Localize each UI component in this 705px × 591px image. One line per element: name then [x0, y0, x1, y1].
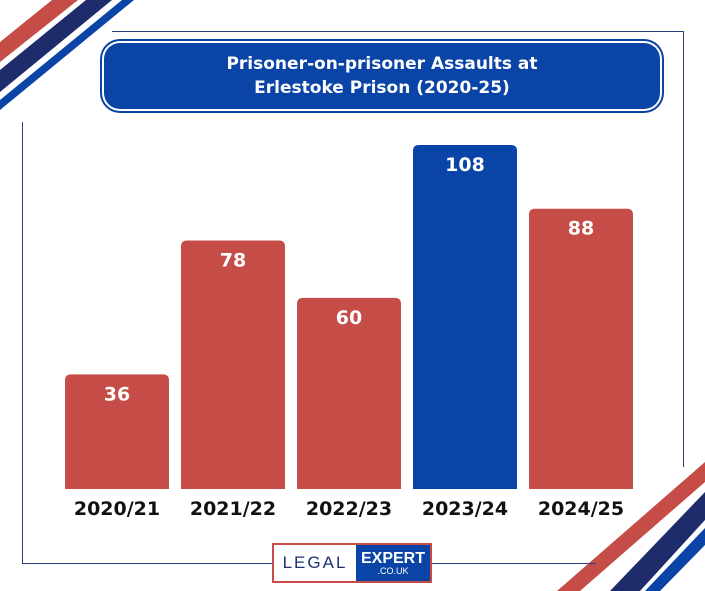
logo-expert-block: EXPERT .CO.UK: [356, 545, 430, 581]
x-tick-label: 2024/25: [538, 498, 624, 520]
x-tick-label: 2020/21: [74, 498, 160, 520]
data-label: 108: [445, 154, 485, 176]
chart-title-line-1: Prisoner-on-prisoner Assaults at: [226, 54, 538, 74]
chart-title-line-2: Erlestoke Prison (2020-25): [254, 78, 510, 98]
bar-2022-23: [297, 297, 401, 489]
legal-expert-logo: LEGAL EXPERT .CO.UK: [272, 543, 432, 583]
logo-word-expert: EXPERT: [360, 550, 425, 567]
frame-left-line: [22, 122, 23, 564]
data-label: 36: [104, 383, 130, 405]
bar-2021-22: [181, 240, 285, 489]
bar-2023-24: [413, 145, 517, 489]
logo-domain: .CO.UK: [377, 566, 409, 576]
frame-top-line: [112, 31, 684, 32]
x-tick-label: 2023/24: [422, 498, 508, 520]
x-tick-label: 2022/23: [306, 498, 392, 520]
bar-2020-21: [65, 374, 169, 489]
frame-right-line: [683, 31, 684, 467]
data-label: 78: [220, 250, 246, 272]
x-tick-label: 2021/22: [190, 498, 276, 520]
logo-word-legal: LEGAL: [282, 553, 348, 572]
data-label: 88: [568, 218, 594, 240]
data-label: 60: [336, 307, 362, 329]
chart-title: Prisoner-on-prisoner Assaults at Erlesto…: [104, 43, 660, 109]
bar-2024-25: [529, 208, 633, 489]
